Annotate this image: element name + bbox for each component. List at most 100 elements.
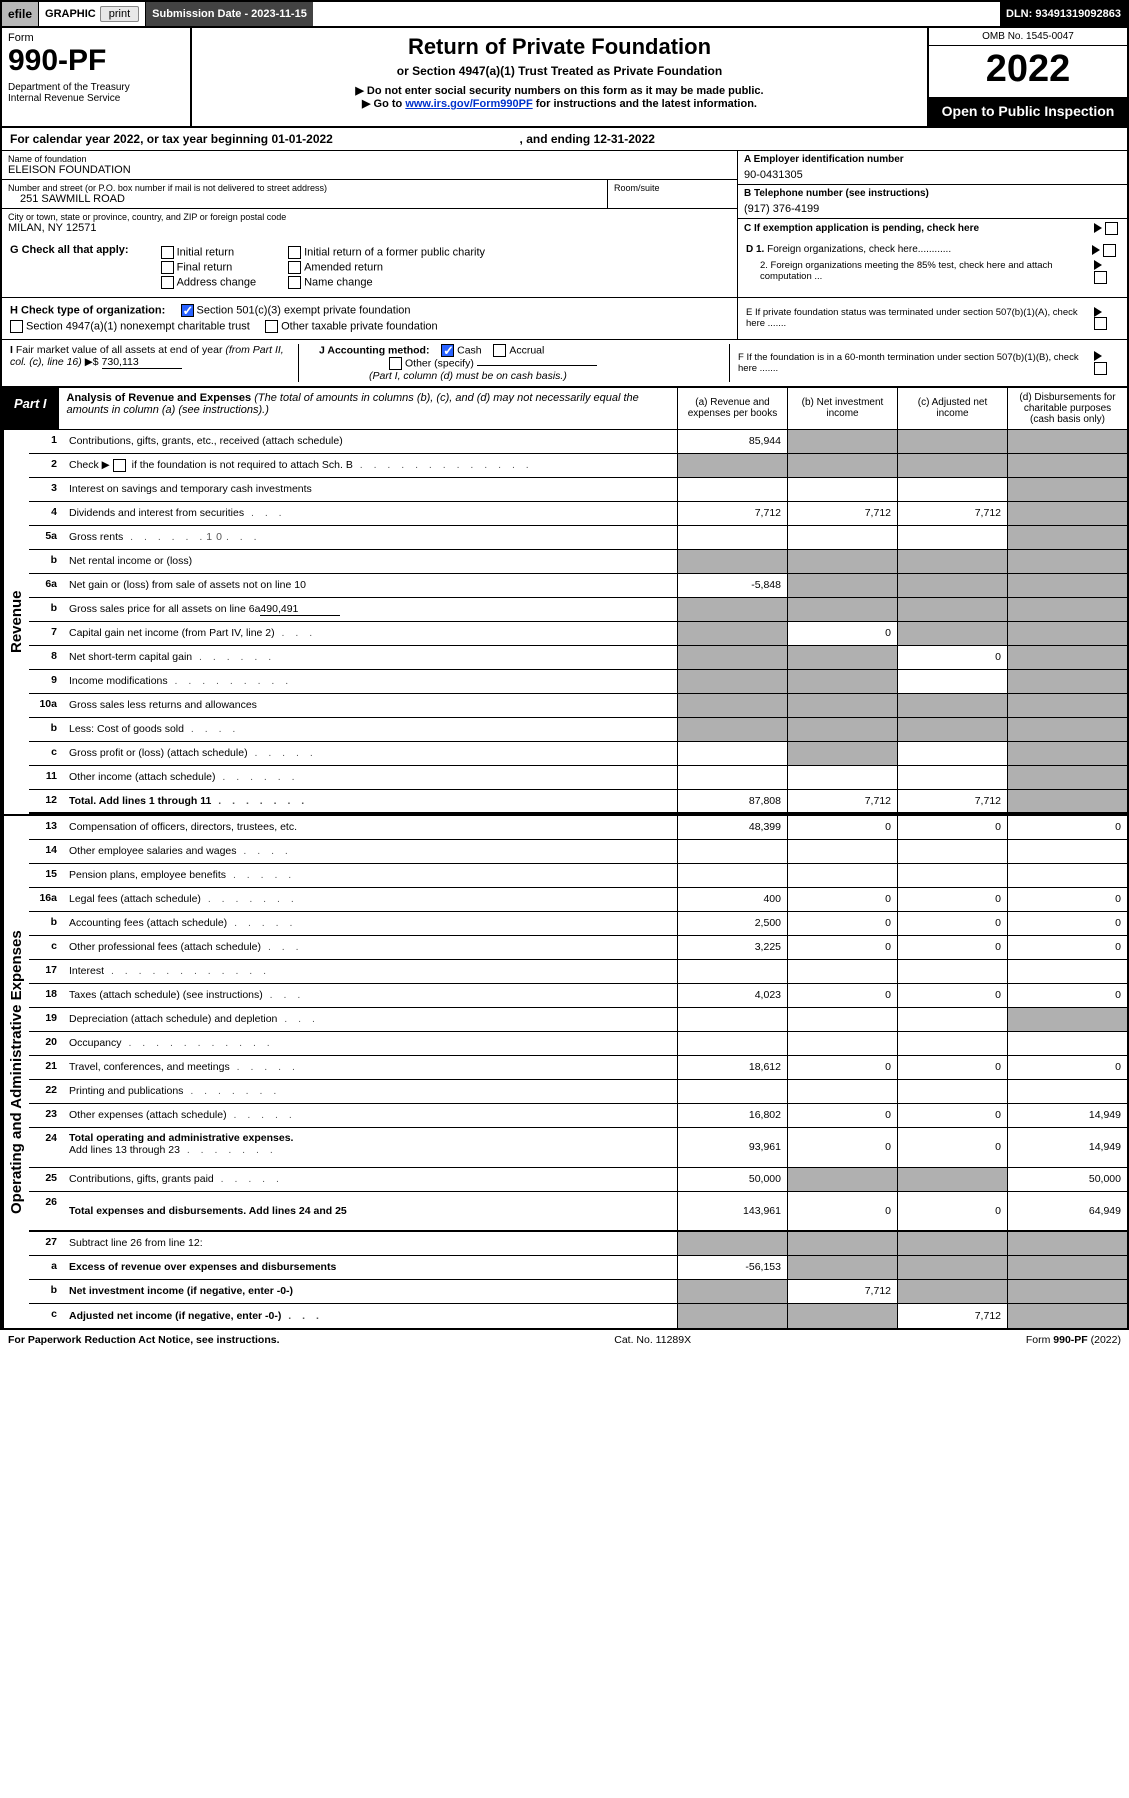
exemption-cell: C If exemption application is pending, c… xyxy=(738,219,1127,238)
row-4: 4 Dividends and interest from securities… xyxy=(29,502,1127,526)
j-accrual: Accrual xyxy=(509,344,544,356)
info-left: Name of foundation ELEISON FOUNDATION Nu… xyxy=(2,151,737,238)
r21-desc: Travel, conferences, and meetings . . . … xyxy=(63,1056,677,1079)
row-5a: 5a Gross rents . . . . . .10. . . xyxy=(29,526,1127,550)
r23-a: 16,802 xyxy=(677,1104,787,1127)
form990pf-link[interactable]: www.irs.gov/Form990PF xyxy=(405,98,532,110)
r4-b: 7,712 xyxy=(787,502,897,525)
r23-b: 0 xyxy=(787,1104,897,1127)
part1-title-bold: Analysis of Revenue and Expenses xyxy=(67,392,252,404)
irs-label: Internal Revenue Service xyxy=(8,93,184,104)
ein-label: A Employer identification number xyxy=(744,154,1121,165)
part1-title: Analysis of Revenue and Expenses (The to… xyxy=(59,388,677,429)
r16b-desc: Accounting fees (attach schedule) . . . … xyxy=(63,912,677,935)
addr-change: Address change xyxy=(177,276,257,288)
cash-checkbox[interactable] xyxy=(441,344,454,357)
row-26: 26Total expenses and disbursements. Add … xyxy=(29,1192,1127,1232)
foundation-name: ELEISON FOUNDATION xyxy=(8,164,731,176)
header-left: Form 990-PF Department of the Treasury I… xyxy=(2,28,192,126)
j-note: (Part I, column (d) must be on cash basi… xyxy=(319,370,729,382)
final-return-checkbox[interactable] xyxy=(161,261,174,274)
initial-return-checkbox[interactable] xyxy=(161,246,174,259)
cal-mid: , and ending xyxy=(520,132,594,146)
street-address: 251 SAWMILL ROAD xyxy=(8,193,601,205)
r20-desc: Occupancy . . . . . . . . . . . xyxy=(63,1032,677,1055)
city-cell: City or town, state or province, country… xyxy=(2,209,737,237)
calendar-year-row: For calendar year 2022, or tax year begi… xyxy=(0,128,1129,151)
r16c-desc: Other professional fees (attach schedule… xyxy=(63,936,677,959)
row-1: 1 Contributions, gifts, grants, etc., re… xyxy=(29,430,1127,454)
row-13: 13Compensation of officers, directors, t… xyxy=(29,816,1127,840)
row-16b: bAccounting fees (attach schedule) . . .… xyxy=(29,912,1127,936)
j-label: J Accounting method: xyxy=(319,344,429,356)
r4-a: 7,712 xyxy=(677,502,787,525)
phone-value: (917) 376-4199 xyxy=(744,199,1121,215)
phone-label: B Telephone number (see instructions) xyxy=(744,188,1121,199)
r16b-c: 0 xyxy=(897,912,1007,935)
r12-desc: Total. Add lines 1 through 11 . . . . . … xyxy=(63,790,677,812)
row-2: 2 Check ▶ if the foundation is not requi… xyxy=(29,454,1127,478)
r16a-desc: Legal fees (attach schedule) . . . . . .… xyxy=(63,888,677,911)
r7-desc: Capital gain net income (from Part IV, l… xyxy=(63,622,677,645)
r16b-b: 0 xyxy=(787,912,897,935)
accrual-checkbox[interactable] xyxy=(493,344,506,357)
city-label: City or town, state or province, country… xyxy=(8,212,731,222)
print-button[interactable]: print xyxy=(100,6,139,22)
other-specify-checkbox[interactable] xyxy=(389,357,402,370)
submission-date: Submission Date - 2023-11-15 xyxy=(145,2,313,26)
row-10a: 10a Gross sales less returns and allowan… xyxy=(29,694,1127,718)
row-12: 12 Total. Add lines 1 through 11 . . . .… xyxy=(29,790,1127,814)
r21-c: 0 xyxy=(897,1056,1007,1079)
topbar: efile GRAPHIC print Submission Date - 20… xyxy=(0,0,1129,28)
footer: For Paperwork Reduction Act Notice, see … xyxy=(0,1330,1129,1350)
subtitle: or Section 4947(a)(1) Trust Treated as P… xyxy=(200,64,919,78)
expenses-side-label: Operating and Administrative Expenses xyxy=(2,816,29,1328)
expenses-table: Operating and Administrative Expenses 13… xyxy=(0,816,1129,1330)
row-7: 7 Capital gain net income (from Part IV,… xyxy=(29,622,1127,646)
other-taxable-checkbox[interactable] xyxy=(265,320,278,333)
row-9: 9 Income modifications . . . . . . . . . xyxy=(29,670,1127,694)
r15-desc: Pension plans, employee benefits . . . .… xyxy=(63,864,677,887)
footer-form: Form 990-PF (2022) xyxy=(1026,1334,1121,1346)
r6a-desc: Net gain or (loss) from sale of assets n… xyxy=(63,574,677,597)
column-headers: (a) Revenue and expenses per books (b) N… xyxy=(677,388,1127,429)
room-suite: Room/suite xyxy=(607,180,737,208)
schb-checkbox[interactable] xyxy=(113,459,126,472)
e-checkbox[interactable] xyxy=(1094,317,1107,330)
ein-cell: A Employer identification number 90-0431… xyxy=(738,151,1127,185)
r4-desc: Dividends and interest from securities .… xyxy=(63,502,677,525)
r24-c: 0 xyxy=(897,1128,1007,1167)
header-center: Return of Private Foundation or Section … xyxy=(192,28,927,126)
4947a1-checkbox[interactable] xyxy=(10,320,23,333)
r1-c xyxy=(897,430,1007,453)
exemption-checkbox[interactable] xyxy=(1105,222,1118,235)
title: Return of Private Foundation xyxy=(200,34,919,60)
amended-return-checkbox[interactable] xyxy=(288,261,301,274)
section-ij: I Fair market value of all assets at end… xyxy=(0,340,1129,388)
initial-former: Initial return of a former public charit… xyxy=(304,246,485,258)
r27b-b: 7,712 xyxy=(787,1280,897,1303)
r21-b: 0 xyxy=(787,1056,897,1079)
r1-desc: Contributions, gifts, grants, etc., rece… xyxy=(63,430,677,453)
d1-checkbox[interactable] xyxy=(1103,244,1116,257)
r27a-desc: Excess of revenue over expenses and disb… xyxy=(63,1256,677,1279)
line2-post: for instructions and the latest informat… xyxy=(536,98,757,110)
r16c-c: 0 xyxy=(897,936,1007,959)
r13-b: 0 xyxy=(787,816,897,839)
r16a-a: 400 xyxy=(677,888,787,911)
initial-former-checkbox[interactable] xyxy=(288,246,301,259)
f-checkbox[interactable] xyxy=(1094,362,1107,375)
r8-c: 0 xyxy=(897,646,1007,669)
name-change-checkbox[interactable] xyxy=(288,276,301,289)
row-27b: bNet investment income (if negative, ent… xyxy=(29,1280,1127,1304)
d2-checkbox[interactable] xyxy=(1094,271,1107,284)
address-change-checkbox[interactable] xyxy=(161,276,174,289)
f-label: F If the foundation is in a 60-month ter… xyxy=(738,352,1094,374)
r27-desc: Subtract line 26 from line 12: xyxy=(63,1232,677,1255)
r12-a: 87,808 xyxy=(677,790,787,812)
501c3-checkbox[interactable] xyxy=(181,304,194,317)
r8-desc: Net short-term capital gain . . . . . . xyxy=(63,646,677,669)
row-16a: 16aLegal fees (attach schedule) . . . . … xyxy=(29,888,1127,912)
phone-cell: B Telephone number (see instructions) (9… xyxy=(738,185,1127,219)
r14-desc: Other employee salaries and wages . . . … xyxy=(63,840,677,863)
